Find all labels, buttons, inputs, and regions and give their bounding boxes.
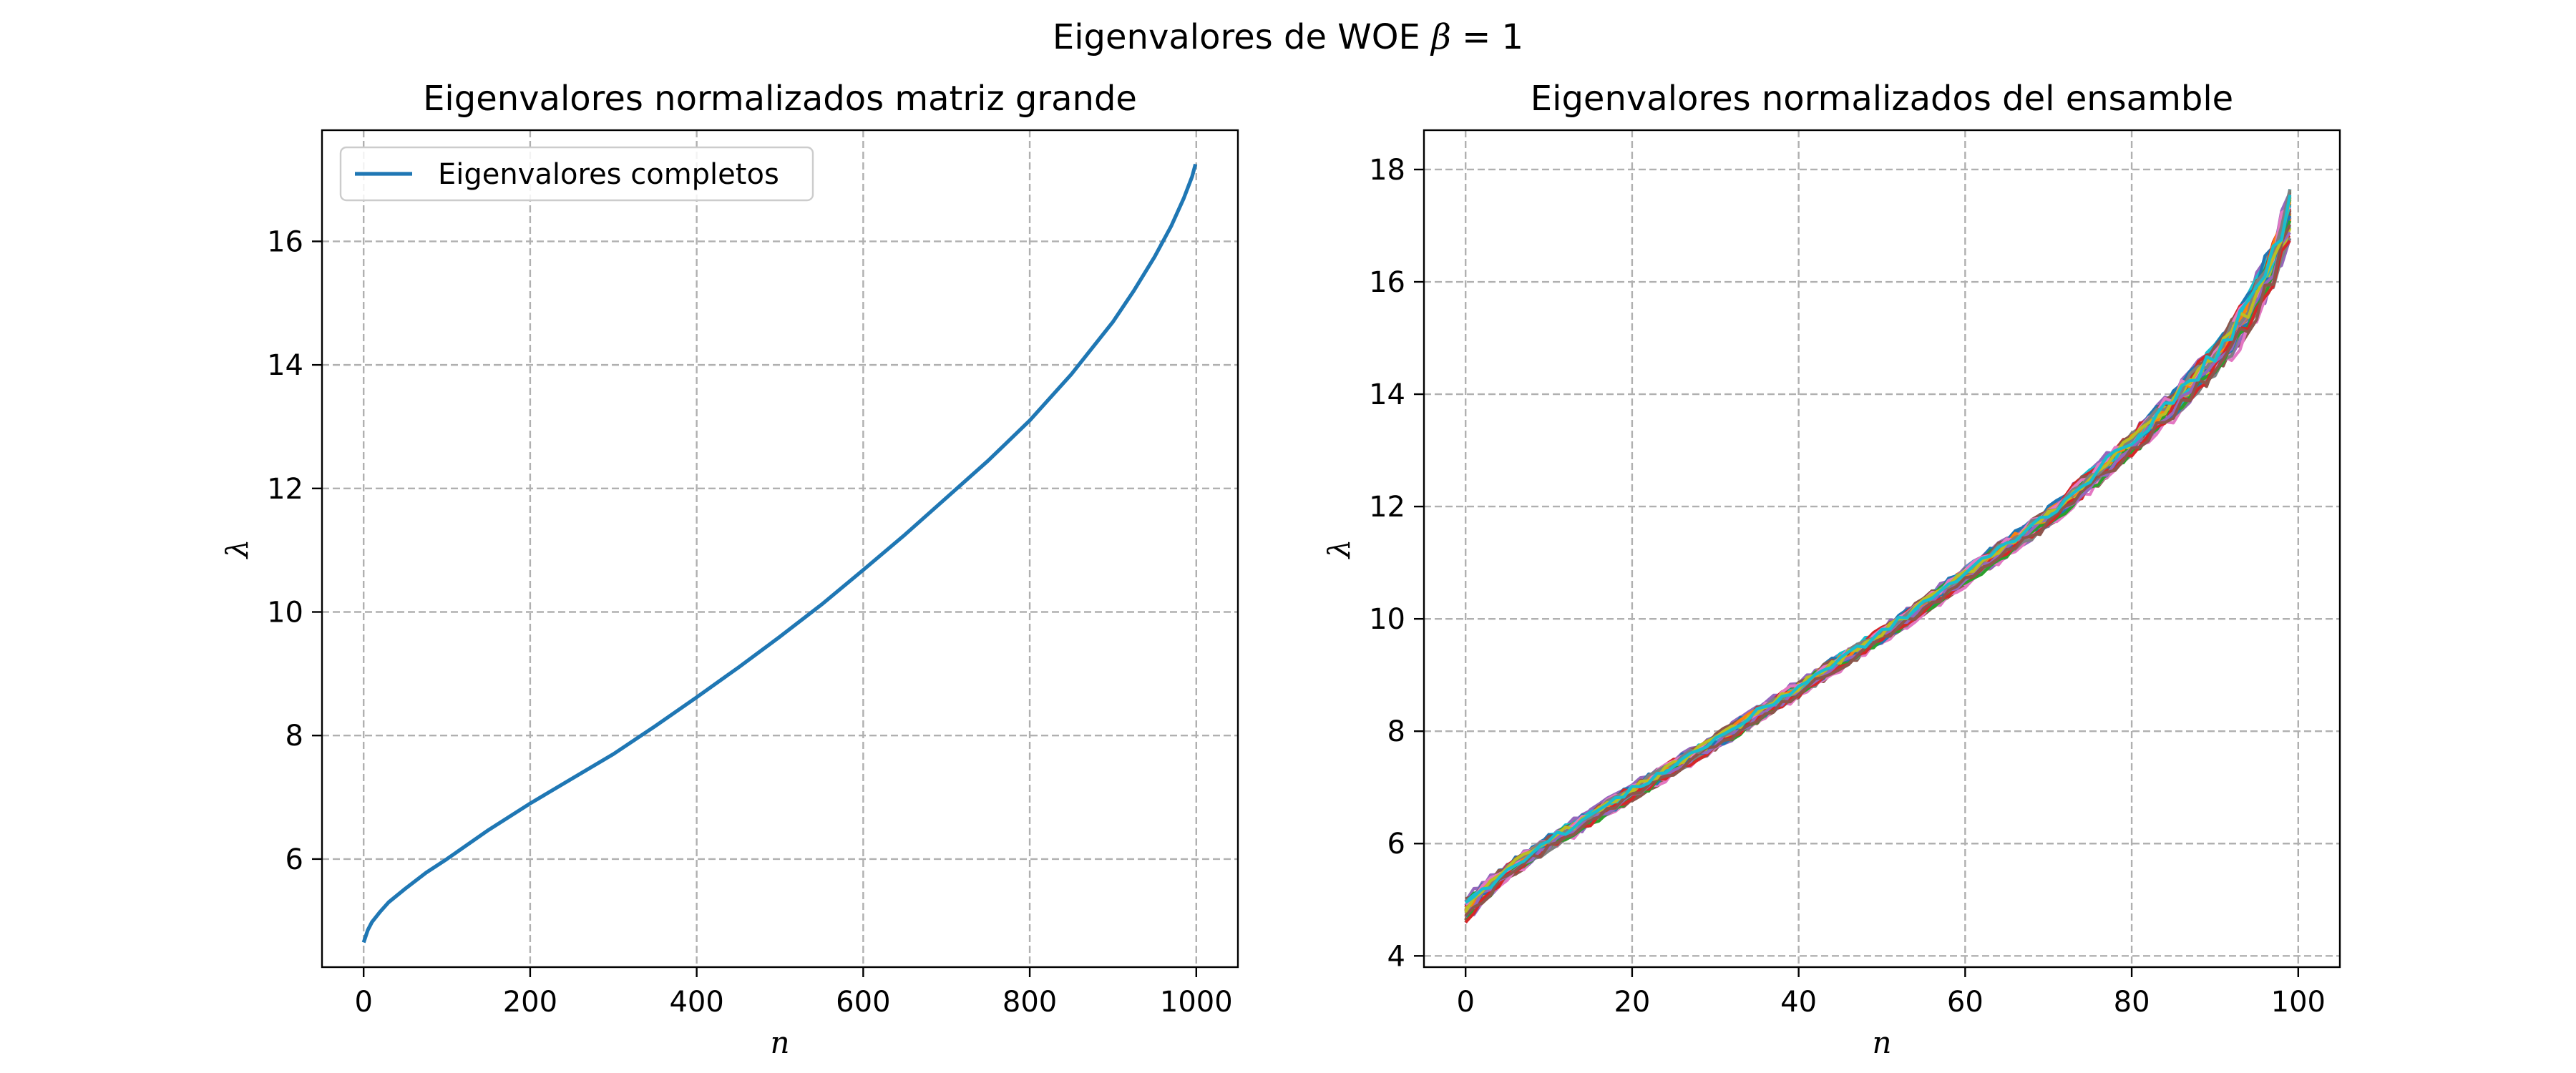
right-chart-frame: [1423, 129, 2341, 969]
right-chart-grid: [1424, 130, 2340, 967]
figure-title: Eigenvalores de WOE β = 1: [1053, 17, 1523, 57]
ensemble-member-line: [1465, 190, 2292, 901]
ensemble-member-line: [1464, 212, 2292, 909]
ensemble-member-line: [1464, 217, 2292, 912]
ensemble-member-line: [1464, 206, 2291, 906]
y-tick-label: 10: [267, 597, 303, 629]
ensemble-member-line: [1464, 204, 2292, 911]
ensemble-member-line: [1464, 190, 2292, 903]
ensemble-member-line: [1465, 231, 2291, 911]
ensemble-member-line: [1464, 212, 2292, 908]
ensemble-member-line: [1465, 214, 2292, 906]
left-chart-xlabel: n: [770, 1025, 789, 1060]
left-chart-title: Eigenvalores normalizados matriz grande: [423, 79, 1137, 119]
ensemble-member-line: [1464, 197, 2292, 911]
ensemble-member-line: [1464, 205, 2292, 903]
right-chart-ticks: 0 20 40 60 80 100 4 6 8 10 12 14 16 18: [1369, 154, 2326, 1019]
ensemble-member-line: [1464, 201, 2292, 912]
left-chart-ylabel: λ: [220, 539, 255, 560]
left-chart-ticks: 0 200 400 600 800 1000 6 8 10 12 14 16: [267, 225, 1233, 1019]
y-tick-label: 16: [1369, 266, 1405, 299]
ensemble-member-line: [1464, 224, 2292, 917]
ensemble-member-line: [1465, 228, 2291, 911]
y-tick-label: 6: [1387, 828, 1405, 861]
ensemble-member-line: [1464, 199, 2292, 912]
x-tick-label: 60: [1947, 986, 1984, 1019]
right-chart-ylabel: λ: [1322, 539, 1357, 560]
left-chart-frame: [321, 129, 1239, 969]
x-tick-label: 40: [1780, 986, 1817, 1019]
ensemble-member-line: [1465, 195, 2292, 906]
y-tick-label: 6: [286, 843, 303, 876]
y-tick-label: 14: [1369, 378, 1405, 411]
series-line-eigenvalores-completos: [361, 163, 1198, 944]
ensemble-member-line: [1465, 215, 2292, 906]
x-tick-label: 0: [1456, 986, 1474, 1019]
ensemble-member-line: [1464, 197, 2292, 913]
ensemble-member-line: [1465, 205, 2292, 901]
left-chart: 0 200 400 600 800 1000 6 8 10 12 14 16 Eigenvalores…: [220, 79, 1239, 1060]
y-tick-label: 8: [1387, 715, 1405, 748]
ensemble-member-line: [1464, 207, 2292, 908]
x-tick-label: 20: [1614, 986, 1650, 1019]
ensemble-member-line: [1464, 207, 2292, 908]
figure-title-beta: β: [1430, 17, 1451, 57]
ensemble-member-line: [1464, 218, 2292, 911]
ensemble-member-line: [1464, 197, 2292, 912]
x-tick-label: 1000: [1160, 986, 1233, 1019]
y-tick-label: 10: [1369, 603, 1405, 636]
right-chart-xlabel: n: [1872, 1025, 1891, 1060]
figure-title-text: Eigenvalores de WOE: [1053, 17, 1431, 57]
ensemble-member-line: [1464, 210, 2292, 915]
y-tick-label: 12: [267, 473, 303, 506]
x-tick-label: 0: [354, 986, 372, 1019]
y-tick-label: 4: [1387, 940, 1405, 973]
y-tick-label: 8: [286, 720, 303, 753]
ensemble-member-line: [1464, 217, 2292, 913]
x-tick-label: 800: [1002, 986, 1057, 1019]
ensemble-member-line: [1464, 195, 2292, 904]
ensemble-member-line: [1464, 209, 2292, 913]
x-tick-label: 200: [503, 986, 557, 1019]
x-tick-label: 100: [2271, 986, 2326, 1019]
right-chart-series: [1464, 188, 2292, 924]
x-tick-label: 400: [669, 986, 723, 1019]
left-chart-series: [361, 163, 1198, 944]
x-tick-label: 600: [836, 986, 890, 1019]
legend-label: Eigenvalores completos: [438, 158, 779, 191]
ensemble-member-line: [1465, 189, 2292, 903]
y-tick-label: 12: [1369, 491, 1405, 524]
figure-title-tail: = 1: [1451, 17, 1523, 57]
ensemble-member-line: [1465, 216, 2292, 906]
x-tick-label: 80: [2114, 986, 2150, 1019]
y-tick-label: 16: [267, 225, 303, 258]
right-chart: 0 20 40 60 80 100 4 6 8 10 12 14 16 18 Eigenvalores n…: [1322, 79, 2341, 1060]
ensemble-member-line: [1464, 203, 2292, 907]
ensemble-member-line: [1464, 191, 2292, 903]
right-chart-title: Eigenvalores normalizados del ensamble: [1531, 79, 2233, 119]
left-chart-legend: Eigenvalores completos: [339, 146, 814, 202]
ensemble-member-line: [1465, 210, 2292, 908]
ensemble-member-line: [1465, 192, 2292, 901]
y-tick-label: 18: [1369, 154, 1405, 187]
ensemble-member-line: [1464, 195, 2292, 907]
legend-box: [339, 146, 814, 202]
left-chart-grid: [322, 130, 1238, 967]
y-tick-label: 14: [267, 349, 303, 382]
ensemble-member-line: [1465, 188, 2292, 901]
